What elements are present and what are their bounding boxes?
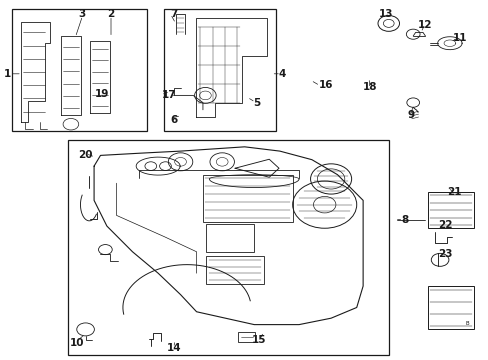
Bar xyxy=(427,286,473,329)
Text: 17: 17 xyxy=(161,90,176,100)
Text: 3: 3 xyxy=(79,9,85,19)
Text: 12: 12 xyxy=(417,20,432,30)
Text: 20: 20 xyxy=(78,150,93,160)
Text: 8: 8 xyxy=(400,215,407,225)
Bar xyxy=(206,256,264,284)
Bar xyxy=(427,192,473,228)
Text: 13: 13 xyxy=(378,9,393,19)
Text: 7: 7 xyxy=(170,9,177,19)
Text: 15: 15 xyxy=(251,335,266,345)
Bar xyxy=(203,175,292,222)
Text: 18: 18 xyxy=(362,82,376,93)
Text: 1: 1 xyxy=(4,69,11,79)
Bar xyxy=(163,9,276,131)
Text: 10: 10 xyxy=(70,338,84,348)
Text: 22: 22 xyxy=(437,220,451,230)
Text: 4: 4 xyxy=(278,69,285,79)
Text: 23: 23 xyxy=(437,249,451,259)
Text: 14: 14 xyxy=(166,343,181,353)
Bar xyxy=(12,9,146,131)
Text: 21: 21 xyxy=(447,186,461,197)
Text: 5: 5 xyxy=(253,98,260,108)
Bar xyxy=(238,332,255,342)
Text: 9: 9 xyxy=(407,110,413,120)
Text: B: B xyxy=(464,321,468,326)
Text: 2: 2 xyxy=(107,9,114,19)
Text: 19: 19 xyxy=(94,89,109,99)
Text: 11: 11 xyxy=(451,33,466,43)
Bar xyxy=(68,140,388,355)
Bar xyxy=(206,224,254,252)
Text: 6: 6 xyxy=(170,114,177,125)
Text: 16: 16 xyxy=(318,80,333,90)
